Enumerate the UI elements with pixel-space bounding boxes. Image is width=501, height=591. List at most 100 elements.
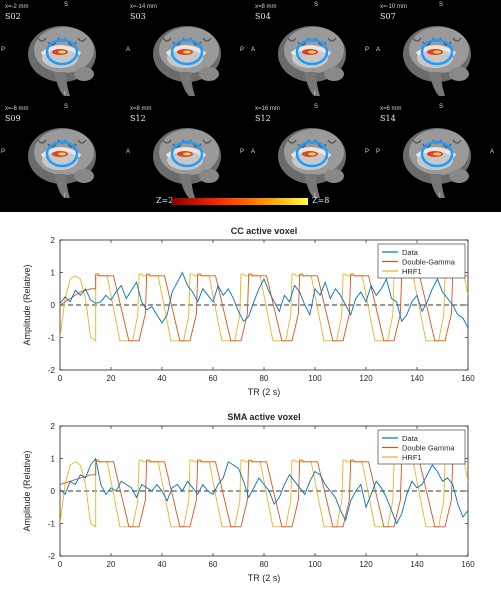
y-tick-label: 2 — [51, 422, 56, 431]
orientation-label: A — [376, 47, 381, 53]
y-tick-label: 0 — [51, 301, 56, 310]
series-line-data — [60, 457, 468, 525]
roi-circle — [420, 38, 454, 66]
subject-label: S03 — [130, 12, 146, 21]
subject-label: S02 — [5, 12, 21, 21]
orientation-label: P — [1, 47, 6, 53]
slice-coordinate-label: x=-14 mm — [130, 4, 157, 10]
x-axis-label: TR (2 s) — [248, 573, 281, 583]
brain-slice-panel: x=-2 mm S02 P S I — [0, 0, 120, 100]
slice-coordinate-label: x=8 mm — [255, 4, 277, 10]
y-tick-label: -1 — [48, 334, 56, 343]
brain-slice-image — [403, 26, 471, 96]
x-tick-label: 100 — [308, 560, 322, 569]
orientation-label: A — [126, 149, 131, 155]
brain-slice-panel: x=-6 mm S09 P S I — [0, 102, 120, 202]
y-tick-label: 2 — [51, 236, 56, 245]
x-tick-label: 100 — [308, 374, 322, 383]
roi-circle — [45, 140, 79, 168]
orientation-label: A — [251, 149, 256, 155]
slice-coordinate-label: x=6 mm — [380, 106, 402, 112]
roi-circle — [295, 140, 329, 168]
orientation-label: I — [64, 91, 66, 97]
orientation-label: I — [439, 193, 441, 199]
y-tick-label: 0 — [51, 487, 56, 496]
x-tick-label: 40 — [158, 560, 167, 569]
brain-slice-image — [153, 26, 221, 96]
chart-title: CC active voxel — [231, 226, 298, 236]
legend-entry: Double-Gamma — [402, 258, 456, 267]
y-tick-label: -2 — [48, 552, 56, 561]
roi-circle — [295, 38, 329, 66]
orientation-label: I — [314, 91, 316, 97]
brain-slice-panel: x=8 mm S12 A P — [125, 102, 245, 202]
orientation-label: P — [239, 47, 244, 53]
x-tick-label: 120 — [359, 374, 373, 383]
legend-entry: Double Gamma — [402, 444, 455, 453]
roi-circle — [170, 38, 204, 66]
orientation-label: P — [364, 47, 369, 53]
colorbar-max-label: Z=8 — [312, 196, 330, 205]
y-axis-label: Amplitude (Relative) — [22, 450, 32, 531]
y-tick-label: 1 — [51, 269, 56, 278]
orientation-label: P — [239, 149, 244, 155]
subject-label: S07 — [380, 12, 396, 21]
brain-slice-panel: x=6 mm S14 P A S I — [375, 102, 495, 202]
x-tick-label: 40 — [158, 374, 167, 383]
colorbar: Z=2 Z=8 — [150, 192, 330, 210]
brain-slice-image — [403, 128, 471, 198]
subject-label: S14 — [380, 114, 396, 123]
brain-slice-image — [153, 128, 221, 198]
orientation-label: S — [439, 104, 444, 110]
legend-box — [377, 429, 466, 465]
slice-coordinate-label: x=-2 mm — [5, 4, 29, 10]
brain-slice-panel: x=-14 mm S03 A P — [125, 0, 245, 100]
orientation-label: P — [376, 149, 381, 155]
y-tick-label: -1 — [48, 520, 56, 529]
x-tick-label: 0 — [58, 374, 63, 383]
x-tick-label: 80 — [260, 374, 269, 383]
roi-circle — [45, 38, 79, 66]
subject-label: S12 — [255, 114, 271, 123]
roi-circle — [420, 140, 454, 168]
orientation-label: S — [64, 2, 69, 8]
legend-entry: Data — [402, 434, 419, 443]
orientation-label: S — [314, 2, 319, 8]
brain-slice-image — [28, 128, 96, 198]
x-tick-label: 80 — [260, 560, 269, 569]
x-tick-label: 140 — [410, 560, 424, 569]
legend-entry: Data — [402, 248, 419, 257]
brain-slice-panel: x=16 mm S12 A P S I — [250, 102, 370, 202]
orientation-label: A — [126, 47, 131, 53]
legend-entry: HRF1 — [402, 267, 422, 276]
orientation-label: A — [251, 47, 256, 53]
subject-label: S09 — [5, 114, 21, 123]
x-tick-label: 60 — [209, 560, 218, 569]
orientation-label: S — [64, 104, 69, 110]
roi-circle — [170, 140, 204, 168]
orientation-label: S — [439, 2, 444, 8]
chart-title: SMA active voxel — [227, 412, 300, 422]
brain-slice-image — [278, 26, 346, 96]
subject-label: S12 — [130, 114, 146, 123]
orientation-label: P — [364, 149, 369, 155]
brain-slice-panel: x=8 mm S04 A P S I — [250, 0, 370, 100]
y-axis-label: Amplitude (Relative) — [22, 264, 32, 345]
brain-slice-panel: x=-10 mm S07 A S — [375, 0, 495, 100]
slice-coordinate-label: x=16 mm — [255, 106, 280, 112]
colorbar-gradient — [172, 198, 308, 205]
legend-entry: HRF1 — [402, 453, 422, 462]
orientation-label: I — [314, 193, 316, 199]
slice-coordinate-label: x=-10 mm — [380, 4, 407, 10]
orientation-label: S — [314, 104, 319, 110]
orientation-label: A — [489, 149, 494, 155]
slice-coordinate-label: x=8 mm — [130, 106, 152, 112]
brain-slice-image — [28, 26, 96, 96]
x-tick-label: 0 — [58, 560, 63, 569]
x-tick-label: 120 — [359, 560, 373, 569]
x-tick-label: 20 — [107, 374, 116, 383]
subject-label: S04 — [255, 12, 271, 21]
